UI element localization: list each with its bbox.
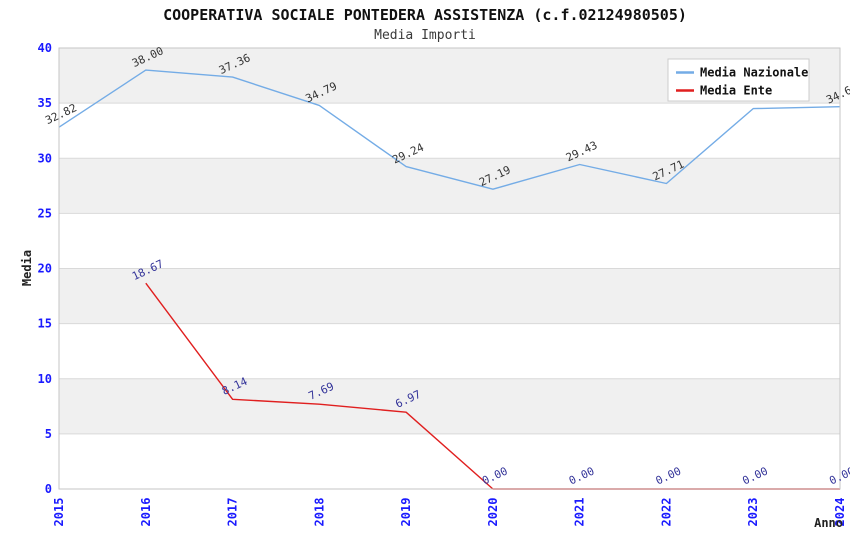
y-tick-label: 35 <box>38 96 52 110</box>
data-label: 0.00 <box>827 465 850 488</box>
plot-band <box>59 268 840 324</box>
y-tick-label: 20 <box>38 262 52 276</box>
chart-subtitle: Media Importi <box>374 28 476 43</box>
y-tick-label: 5 <box>45 427 52 441</box>
x-tick-label: 2021 <box>573 498 587 527</box>
legend: Media Nazionale Media Ente <box>667 58 810 102</box>
x-axis-title: Anno <box>814 516 843 530</box>
plot-border <box>58 47 841 490</box>
plot-band <box>59 378 840 434</box>
y-tick-label: 25 <box>38 206 52 220</box>
x-tick-label: 2018 <box>312 498 326 527</box>
data-label: 0.00 <box>740 465 770 488</box>
y-tick-label: 0 <box>45 482 52 496</box>
data-label: 0.00 <box>480 465 510 488</box>
legend-label: Media Ente <box>700 84 772 98</box>
data-label: 0.00 <box>654 465 684 488</box>
x-tick-label: 2019 <box>399 498 413 527</box>
x-tick-label: 2022 <box>659 498 673 527</box>
y-tick-label: 10 <box>38 372 52 386</box>
x-tick-label: 2024 <box>833 498 847 527</box>
series-line-media-nazionale <box>58 69 841 190</box>
y-axis-title: Media <box>20 250 34 286</box>
x-tick-label: 2017 <box>226 498 240 527</box>
x-tick-label: 2016 <box>139 498 153 527</box>
x-tick-label: 2023 <box>746 498 760 527</box>
legend-box <box>667 58 810 102</box>
plot-band <box>59 158 840 214</box>
x-tick-label: 2015 <box>52 498 66 527</box>
y-tick-label: 30 <box>38 151 52 165</box>
chart-title: COOPERATIVA SOCIALE PONTEDERA ASSISTENZA… <box>163 6 687 24</box>
data-label: 0.00 <box>567 465 597 488</box>
y-tick-label: 40 <box>38 41 52 55</box>
legend-label: Media Nazionale <box>700 66 808 80</box>
x-tick-label: 2020 <box>486 498 500 527</box>
y-tick-label: 15 <box>38 317 52 331</box>
